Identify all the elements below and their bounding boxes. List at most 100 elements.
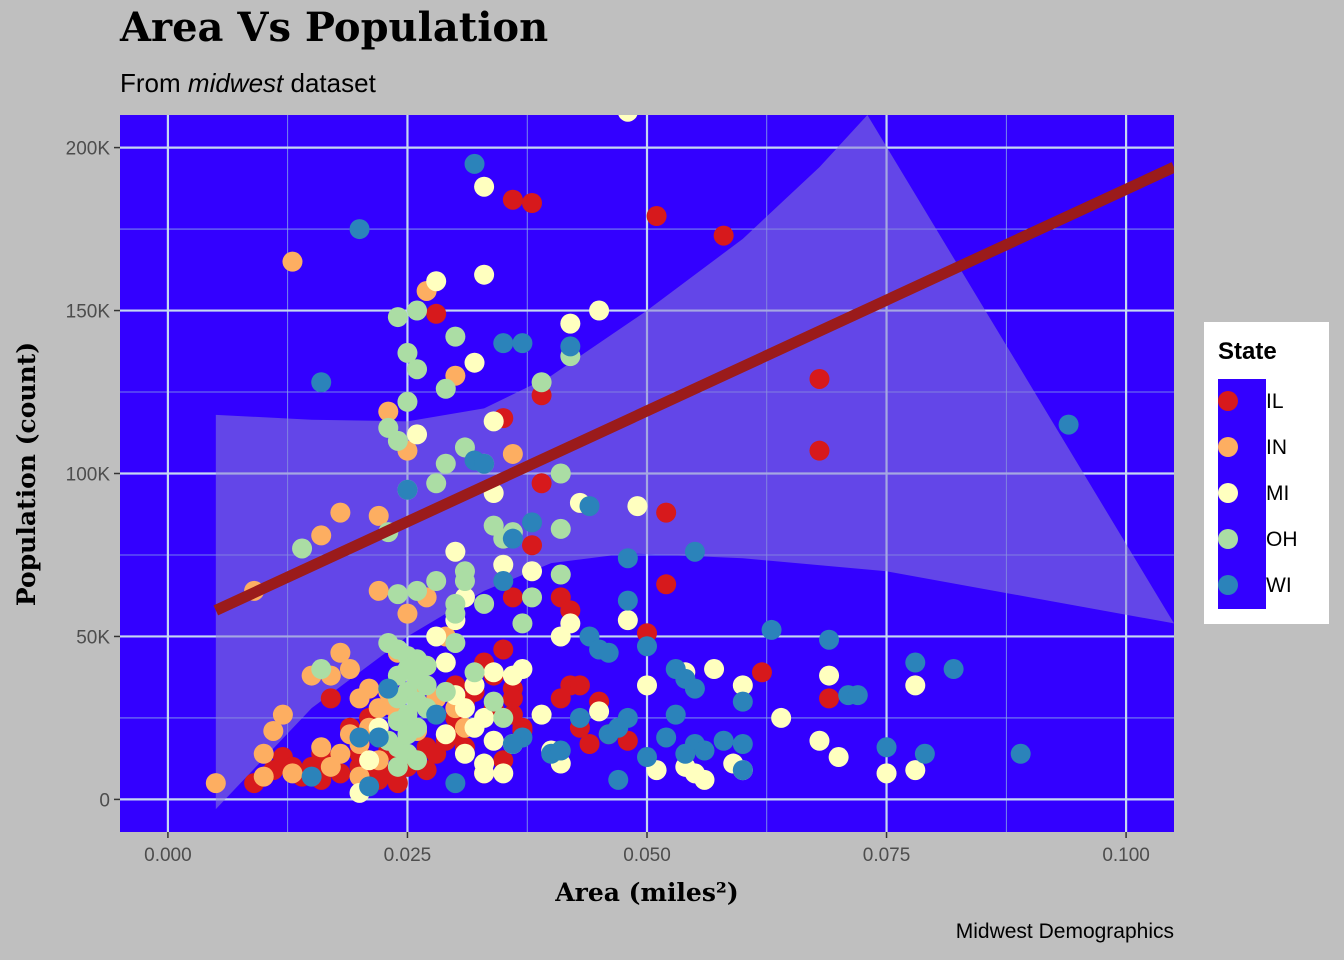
- point-mi: [617, 610, 638, 631]
- point-mi: [464, 717, 485, 738]
- point-in: [320, 756, 341, 777]
- point-wi: [694, 740, 715, 761]
- point-oh: [397, 342, 418, 363]
- point-oh: [407, 580, 428, 601]
- point-mi: [819, 665, 840, 686]
- point-mi: [905, 675, 926, 696]
- point-wi: [579, 496, 600, 517]
- point-mi: [828, 747, 849, 768]
- legend-item-mi: MI: [1204, 471, 1324, 517]
- point-mi: [454, 698, 475, 719]
- point-wi: [502, 528, 523, 549]
- point-il: [569, 675, 590, 696]
- y-axis-title: Population (count): [12, 342, 41, 606]
- point-wi: [493, 571, 514, 592]
- point-wi: [732, 691, 753, 712]
- x-tick-label: 0.000: [144, 845, 192, 866]
- confidence-band-area: [215, 115, 1174, 810]
- point-wi: [637, 747, 657, 768]
- point-oh: [522, 587, 543, 608]
- point-mi: [589, 701, 610, 722]
- point-oh: [387, 430, 408, 451]
- legend-item-oh: OH: [1204, 517, 1324, 563]
- point-il: [713, 225, 734, 246]
- y-tick-label: 150K: [66, 302, 111, 323]
- point-wi: [684, 541, 705, 562]
- point-oh: [483, 691, 504, 712]
- point-oh: [311, 659, 332, 680]
- legend-item-il: IL: [1204, 379, 1324, 425]
- regression-line: [213, 162, 1174, 616]
- point-mi: [464, 352, 485, 373]
- point-mi: [905, 760, 926, 781]
- point-wi: [665, 704, 686, 725]
- point-oh: [426, 571, 447, 592]
- point-mi: [493, 763, 514, 784]
- point-mi: [493, 554, 514, 575]
- point-mi: [426, 626, 447, 647]
- point-il: [387, 773, 408, 794]
- legend: State IL IN MI OH WI: [1204, 322, 1329, 624]
- x-tick-label: 0.100: [1102, 845, 1150, 866]
- chart-caption: Midwest Demographics: [955, 920, 1174, 943]
- point-oh: [397, 391, 418, 412]
- subtitle-prefix: From: [120, 68, 181, 98]
- point-oh: [416, 675, 437, 696]
- point-in: [368, 505, 389, 526]
- point-in: [263, 720, 284, 741]
- point-il: [493, 639, 514, 660]
- point-wi: [359, 776, 380, 797]
- point-mi: [732, 675, 753, 696]
- point-in: [397, 603, 418, 624]
- point-wi: [732, 760, 753, 781]
- point-wi: [426, 704, 447, 725]
- point-wi: [445, 773, 466, 794]
- point-mi: [627, 496, 648, 517]
- chart-title: Area Vs Population: [120, 4, 549, 51]
- legend-item-wi: WI: [1204, 563, 1324, 609]
- point-il: [320, 688, 341, 709]
- subtitle-suffix: dataset: [290, 68, 376, 98]
- point-il: [522, 535, 543, 556]
- point-wi: [637, 636, 657, 657]
- point-oh: [550, 463, 571, 484]
- point-in: [272, 704, 293, 725]
- point-il: [531, 473, 552, 494]
- legend-label: MI: [1266, 482, 1290, 505]
- legend-label: OH: [1266, 528, 1298, 551]
- point-oh: [435, 681, 456, 702]
- point-il: [809, 440, 830, 461]
- point-mi: [359, 750, 380, 771]
- point-oh: [445, 632, 466, 653]
- legend-label: IL: [1266, 390, 1284, 413]
- point-mi: [454, 743, 475, 764]
- point-mi: [435, 652, 456, 673]
- point-oh: [407, 750, 428, 771]
- data-points: [205, 115, 1079, 803]
- point-wi: [617, 548, 638, 569]
- point-oh: [387, 756, 408, 777]
- x-tick-label: 0.050: [623, 845, 671, 866]
- confidence-band: [215, 115, 1174, 810]
- legend-swatch: [1218, 483, 1238, 503]
- point-wi: [656, 727, 677, 748]
- point-wi: [397, 479, 418, 500]
- legend-item-in: IN: [1204, 425, 1324, 471]
- point-mi: [618, 115, 638, 122]
- point-in: [253, 766, 274, 787]
- legend-swatch: [1218, 529, 1238, 549]
- point-wi: [378, 678, 399, 699]
- point-oh: [464, 662, 485, 683]
- point-in: [378, 401, 399, 422]
- point-wi: [876, 737, 897, 758]
- point-oh: [426, 473, 447, 494]
- point-wi: [608, 717, 629, 738]
- point-oh: [292, 538, 313, 559]
- subtitle-dataset-name: midwest: [187, 68, 284, 98]
- point-wi: [368, 727, 389, 748]
- point-in: [502, 443, 523, 464]
- point-oh: [435, 378, 456, 399]
- y-tick-label: 50K: [76, 627, 110, 648]
- point-oh: [407, 300, 428, 321]
